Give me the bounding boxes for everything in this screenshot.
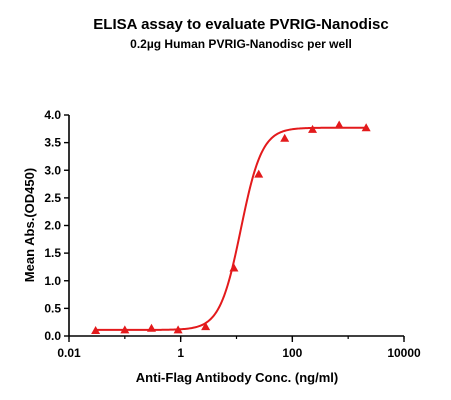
x-tick-label: 10000 (387, 346, 421, 360)
fit-curve (95, 126, 367, 331)
data-point (334, 120, 344, 129)
y-tick-label: 0.5 (44, 301, 61, 315)
y-tick-label: 0.0 (44, 329, 61, 343)
x-axis-label: Anti-Flag Antibody Conc. (ng/ml) (136, 370, 338, 385)
y-axis-label: Mean Abs.(OD450) (22, 168, 37, 282)
x-tick-label: 100 (282, 346, 302, 360)
y-tick-label: 2.5 (44, 191, 61, 205)
chart-subtitle: 0.2µg Human PVRIG-Nanodisc per well (130, 37, 352, 51)
data-point (280, 133, 290, 142)
data-point (229, 263, 239, 272)
data-point (173, 325, 183, 334)
y-tick-label: 3.0 (44, 163, 61, 177)
x-tick-label: 0.01 (57, 346, 81, 360)
data-point (146, 323, 156, 332)
data-point (254, 169, 264, 178)
data-point (120, 325, 130, 334)
y-tick-label: 1.0 (44, 274, 61, 288)
data-point (308, 124, 318, 133)
chart-title: ELISA assay to evaluate PVRIG-Nanodisc (93, 16, 388, 33)
y-tick-label: 3.5 (44, 136, 61, 150)
plot-area: 0.0 0.5 1.0 1.5 2.0 2.5 3.0 3.5 4.0 0.01 1 100 10000 (44, 108, 421, 360)
x-tick-label: 1 (177, 346, 184, 360)
data-point (361, 123, 371, 132)
y-tick-label: 4.0 (44, 108, 61, 122)
y-tick-label: 1.5 (44, 246, 61, 260)
data-point (91, 325, 101, 334)
y-tick-label: 2.0 (44, 219, 61, 233)
data-point (201, 322, 211, 331)
